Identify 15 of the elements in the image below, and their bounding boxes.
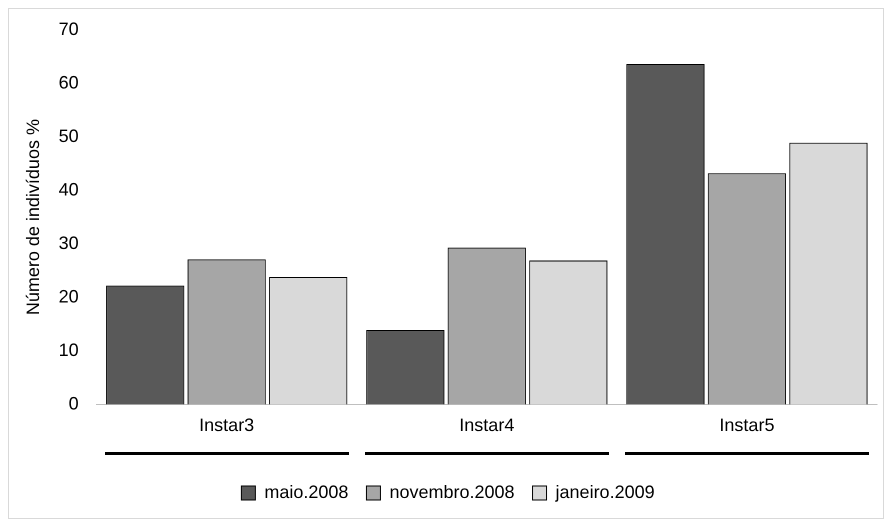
y-tick-label: 40 — [58, 179, 79, 200]
legend-label: maio.2008 — [264, 482, 348, 502]
y-tick-label: 60 — [58, 72, 79, 92]
y-tick-label: 10 — [58, 340, 79, 360]
y-tick-label: 50 — [58, 126, 79, 146]
x-tick-label: Instar3 — [199, 415, 254, 436]
y-tick-label: 20 — [58, 286, 79, 306]
y-tick-label: 30 — [58, 232, 79, 253]
legend-label: janeiro.2009 — [554, 482, 655, 502]
x-tick-label: Instar4 — [459, 415, 514, 436]
x-tick-label: Instar5 — [719, 415, 774, 436]
y-axis-title: Número de indivíduos % — [22, 119, 43, 316]
legend-label: novembro.2008 — [389, 482, 515, 502]
y-tick-label: 0 — [68, 393, 79, 414]
y-tick-label: 70 — [58, 18, 79, 39]
